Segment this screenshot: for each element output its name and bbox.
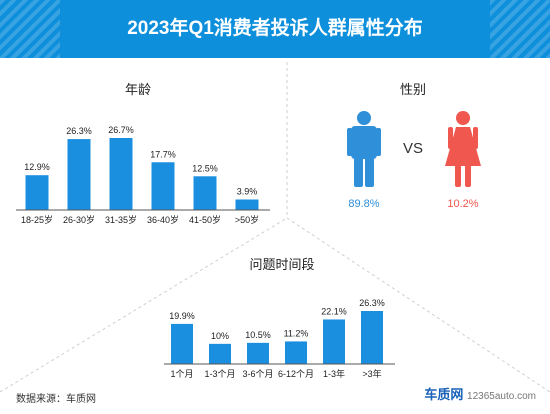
period-chart-title: 问题时间段 [249, 257, 314, 272]
age-bar [67, 139, 91, 210]
watermark-site: 12365auto.com [467, 391, 536, 402]
female-person-icon [445, 111, 481, 187]
period-bar [247, 342, 269, 364]
period-value-label: 19.9% [169, 311, 195, 321]
charts-canvas: 年龄 12.9% 18-25岁 26.3% 26-30岁 26.7% 31-35岁 17.7… [0, 62, 550, 393]
period-bar [361, 311, 383, 364]
age-bar [151, 162, 175, 210]
period-bar [209, 343, 231, 364]
period-bar [323, 319, 345, 364]
age-category-label: 41-50岁 [189, 214, 221, 225]
period-category-label: 1-3年 [323, 368, 345, 379]
period-value-label: 10.5% [245, 330, 271, 340]
separator-diagonal-right [286, 217, 550, 393]
period-value-label: 26.3% [359, 298, 385, 308]
male-percentage: 89.8% [348, 198, 379, 210]
page-title: 2023年Q1消费者投诉人群属性分布 [127, 18, 423, 39]
gender-panel: 性别 VS 89.8% 10.2% [347, 82, 481, 210]
age-category-label: >50岁 [235, 214, 259, 225]
period-bar [171, 323, 193, 364]
period-category-label: 6-12个月 [278, 369, 314, 379]
age-value-label: 12.5% [192, 163, 218, 173]
vs-label: VS [403, 140, 423, 157]
period-bar [285, 341, 307, 364]
age-value-label: 17.7% [150, 149, 176, 159]
site-watermark: 车质网 12365auto.com [424, 384, 536, 403]
header-stripes-left [0, 0, 60, 58]
gender-title: 性别 [400, 82, 426, 97]
period-category-label: 1-3个月 [204, 369, 235, 379]
female-percentage: 10.2% [447, 198, 478, 210]
age-bar [235, 199, 259, 210]
period-value-label: 10% [211, 331, 229, 341]
period-chart: 问题时间段 19.9% 1个月 10% 1-3个月 10.5% 3-6个月 11.2% 6-1… [164, 257, 395, 379]
separator-diagonal-left [0, 217, 288, 393]
period-category-label: 3-6个月 [242, 369, 273, 379]
age-value-label: 26.3% [66, 126, 92, 136]
age-category-label: 31-35岁 [105, 214, 137, 225]
age-value-label: 3.9% [237, 186, 258, 196]
period-bars: 19.9% 1个月 10% 1-3个月 10.5% 3-6个月 11.2% 6-12个月 22.… [169, 298, 385, 379]
period-category-label: 1个月 [170, 369, 193, 379]
age-bar [193, 176, 217, 210]
period-value-label: 11.2% [284, 328, 309, 338]
age-chart: 年龄 12.9% 18-25岁 26.3% 26-30岁 26.7% 31-35岁 17.7… [16, 82, 270, 225]
period-value-label: 22.1% [321, 306, 347, 316]
age-chart-title: 年龄 [125, 82, 151, 97]
age-category-label: 18-25岁 [21, 214, 53, 225]
age-bar [25, 175, 49, 210]
header-banner: 2023年Q1消费者投诉人群属性分布 [0, 0, 550, 58]
age-value-label: 26.7% [108, 125, 134, 135]
age-category-label: 36-40岁 [147, 214, 179, 225]
period-category-label: >3年 [362, 368, 381, 379]
age-bars: 12.9% 18-25岁 26.3% 26-30岁 26.7% 31-35岁 17.7% 36… [21, 125, 259, 225]
source-note: 数据来源：车质网 [16, 394, 96, 405]
male-person-icon [347, 111, 381, 187]
age-bar [109, 138, 133, 210]
age-category-label: 26-30岁 [63, 214, 95, 225]
age-value-label: 12.9% [24, 162, 50, 172]
header-stripes-right [490, 0, 550, 58]
watermark-brand: 车质网 [424, 387, 464, 402]
